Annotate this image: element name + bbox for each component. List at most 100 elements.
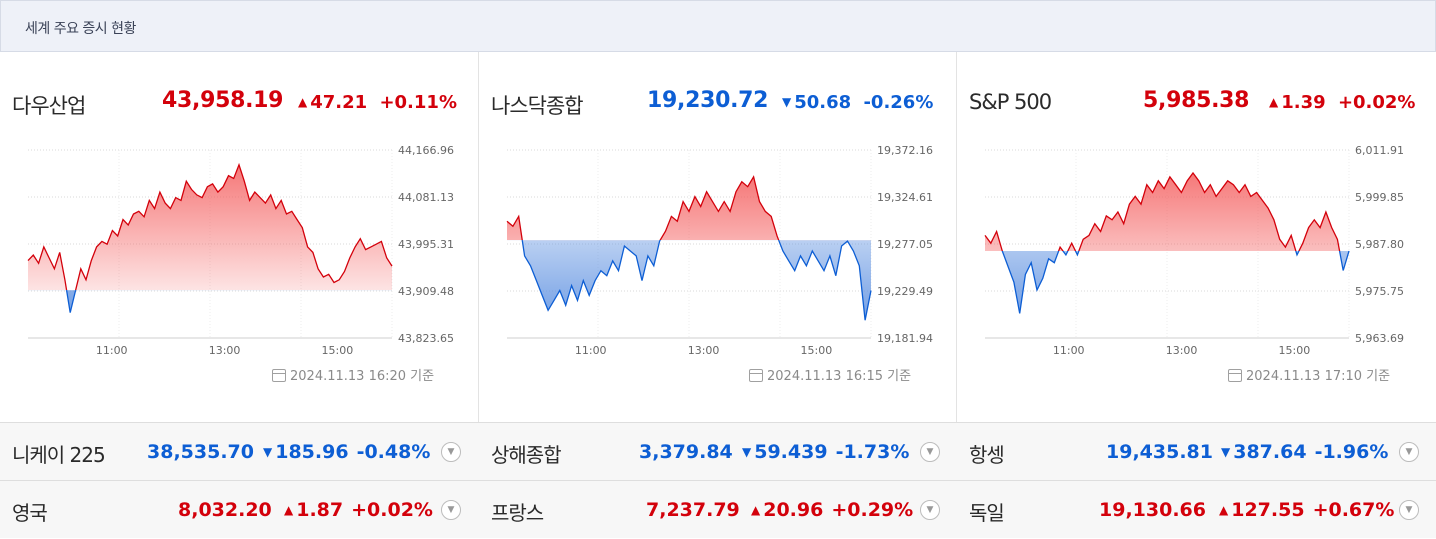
index-cell-shanghai[interactable]: 상해종합 3,379.84 ▼ 59.439 -1.73% ▼	[479, 423, 956, 481]
index-change: ▲ 127.55 +0.67%	[1219, 499, 1394, 521]
up-arrow-icon: ▲	[284, 503, 294, 517]
y-tick-label: 44,166.96	[398, 144, 454, 157]
x-tick-label: 13:00	[209, 344, 241, 357]
up-arrow-icon: ▲	[751, 503, 761, 517]
chevron-down-icon[interactable]: ▼	[920, 500, 940, 520]
x-tick-label: 11:00	[575, 344, 607, 357]
chevron-down-icon[interactable]: ▼	[441, 442, 461, 462]
x-tick-label: 11:00	[96, 344, 128, 357]
timestamp-text: 2024.11.13 17:10 기준	[1246, 369, 1391, 384]
column-divider	[478, 52, 479, 537]
area-down	[66, 290, 76, 313]
section-title: 세계 주요 증시 현황	[25, 21, 136, 37]
y-tick-label: 6,011.91	[1355, 144, 1404, 157]
index-panel-nasdaq[interactable]: 나스닥종합 19,230.72 ▼ 50.68 -0.26% 19,372.16 1…	[479, 52, 956, 422]
index-name: S&P 500	[969, 90, 1052, 114]
chevron-down-icon[interactable]: ▼	[1399, 442, 1419, 462]
index-change: ▲ 1.39 +0.02%	[1269, 92, 1415, 113]
index-value: 8,032.20	[178, 499, 272, 521]
y-tick-label: 5,999.85	[1355, 191, 1404, 204]
timestamp: 2024.11.13 16:20 기준	[272, 365, 434, 384]
x-tick-label: 15:00	[322, 344, 354, 357]
change-percent: -0.26%	[863, 92, 934, 113]
index-value: 19,435.81	[1106, 441, 1213, 463]
intraday-chart[interactable]: 44,166.96 44,081.13 43,995.31 43,909.48 43,8…	[0, 140, 478, 360]
y-tick-label: 43,909.48	[398, 285, 454, 298]
index-name: 독일	[969, 501, 1005, 525]
index-change: ▲ 20.96 +0.29%	[751, 499, 913, 521]
change-percent: +0.11%	[379, 92, 457, 113]
change-amount: 387.64	[1233, 441, 1307, 463]
change-percent: +0.67%	[1312, 499, 1395, 521]
index-name: 나스닥종합	[491, 94, 584, 118]
chevron-down-icon[interactable]: ▼	[441, 500, 461, 520]
area-up	[28, 164, 392, 291]
index-cell-nikkei[interactable]: 니케이 225 38,535.70 ▼ 185.96 -0.48% ▼	[0, 423, 478, 481]
index-name: 프랑스	[491, 501, 544, 525]
index-row: 니케이 225 38,535.70 ▼ 185.96 -0.48% ▼ 상해종합 3…	[0, 422, 1436, 480]
index-cell-hangseng[interactable]: 항셍 19,435.81 ▼ 387.64 -1.96% ▼	[957, 423, 1436, 481]
intraday-chart[interactable]: 6,011.91 5,999.85 5,987.80 5,975.75 5,963.69…	[957, 140, 1436, 360]
y-tick-label: 19,181.94	[877, 332, 933, 345]
index-cell-france[interactable]: 프랑스 7,237.79 ▲ 20.96 +0.29% ▼	[479, 481, 956, 539]
x-tick-label: 15:00	[1279, 344, 1311, 357]
index-panel-dow[interactable]: 다우산업 43,958.19 ▲ 47.21 +0.11% 44,166.96 44…	[0, 52, 478, 422]
area-up	[985, 173, 1349, 252]
section-header: 세계 주요 증시 현황	[0, 0, 1436, 52]
up-arrow-icon: ▲	[1269, 95, 1279, 109]
x-tick-label: 13:00	[1166, 344, 1198, 357]
timestamp-text: 2024.11.13 16:20 기준	[290, 369, 435, 384]
y-tick-label: 19,372.16	[877, 144, 933, 157]
change-percent: -1.96%	[1314, 441, 1389, 463]
index-value: 7,237.79	[646, 499, 740, 521]
change-amount: 185.96	[275, 441, 349, 463]
area-down	[522, 240, 871, 321]
index-name: 다우산업	[12, 94, 86, 118]
y-tick-label: 5,963.69	[1355, 332, 1404, 345]
change-amount: 50.68	[794, 92, 852, 113]
chevron-down-icon[interactable]: ▼	[920, 442, 940, 462]
y-tick-label: 5,987.80	[1355, 238, 1404, 251]
index-name: 영국	[12, 501, 48, 525]
change-amount: 59.439	[754, 441, 828, 463]
change-amount: 1.39	[1281, 92, 1326, 113]
change-percent: +0.02%	[351, 499, 433, 521]
change-amount: 127.55	[1231, 499, 1305, 521]
y-tick-label: 43,995.31	[398, 238, 454, 251]
chevron-down-icon[interactable]: ▼	[1399, 500, 1419, 520]
change-amount: 1.87	[296, 499, 344, 521]
index-value: 3,379.84	[639, 441, 733, 463]
x-tick-label: 15:00	[801, 344, 833, 357]
area-down	[985, 251, 1349, 314]
index-change: ▼ 59.439 -1.73%	[742, 441, 909, 463]
change-percent: +0.29%	[831, 499, 914, 521]
index-cell-germany[interactable]: 독일 19,130.66 ▲ 127.55 +0.67% ▼	[957, 481, 1436, 539]
index-panel-sp500[interactable]: S&P 500 5,985.38 ▲ 1.39 +0.02% 6,011.91 5,…	[957, 52, 1436, 422]
x-tick-label: 13:00	[688, 344, 720, 357]
series-line-up	[984, 171, 1350, 252]
area-up	[507, 176, 871, 241]
down-arrow-icon: ▼	[263, 445, 273, 459]
up-arrow-icon: ▲	[298, 95, 308, 109]
down-arrow-icon: ▼	[1221, 445, 1231, 459]
calendar-clock-icon	[749, 369, 763, 382]
index-change: ▼ 50.68 -0.26%	[782, 92, 933, 113]
index-cell-uk[interactable]: 영국 8,032.20 ▲ 1.87 +0.02% ▼	[0, 481, 478, 539]
intraday-chart[interactable]: 19,372.16 19,324.61 19,277.05 19,229.49 19,1…	[479, 140, 956, 360]
up-arrow-icon: ▲	[1219, 503, 1229, 517]
index-value: 38,535.70	[147, 441, 254, 463]
index-change: ▼ 185.96 -0.48%	[263, 441, 430, 463]
index-name: 니케이 225	[12, 443, 106, 467]
series-line-up	[506, 175, 780, 241]
column-divider	[956, 52, 957, 537]
index-value: 19,230.72	[647, 88, 769, 113]
x-tick-label: 11:00	[1053, 344, 1085, 357]
index-change: ▲ 1.87 +0.02%	[284, 499, 433, 521]
y-tick-label: 44,081.13	[398, 191, 454, 204]
calendar-clock-icon	[272, 369, 286, 382]
y-tick-label: 19,229.49	[877, 285, 933, 298]
timestamp: 2024.11.13 16:15 기준	[749, 365, 911, 384]
calendar-clock-icon	[1228, 369, 1242, 382]
index-change: ▲ 47.21 +0.11%	[298, 92, 457, 113]
timestamp: 2024.11.13 17:10 기준	[1228, 365, 1390, 384]
